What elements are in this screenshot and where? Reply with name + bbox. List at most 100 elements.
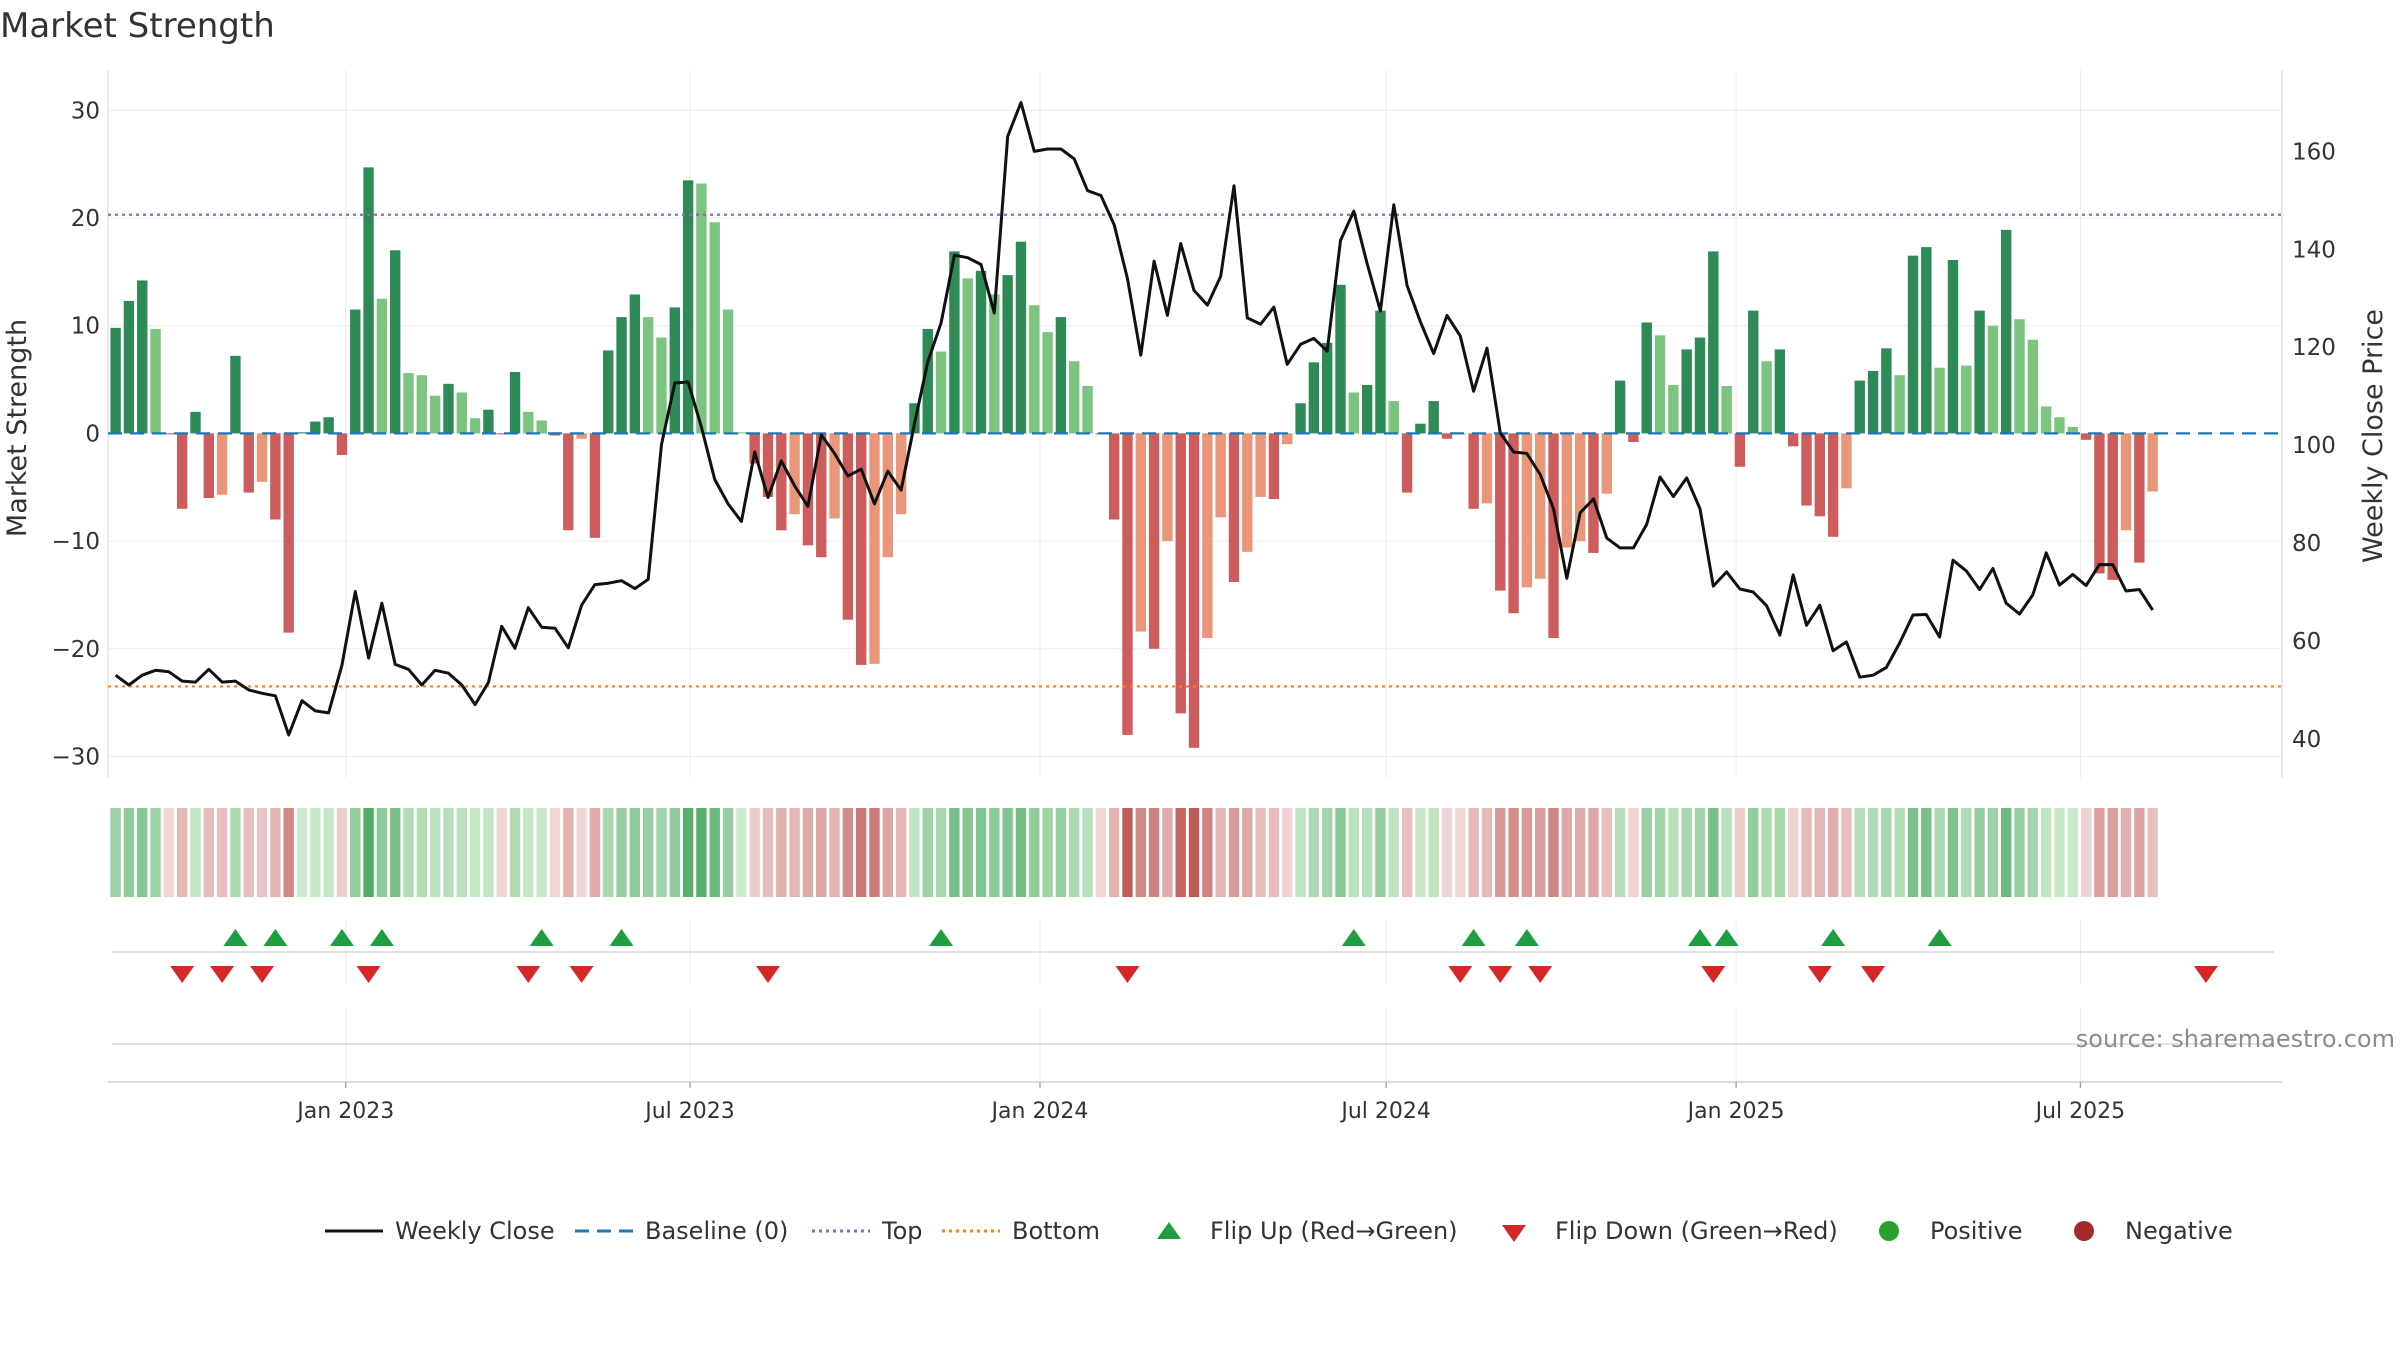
legend-item: Positive: [1879, 1217, 2023, 1245]
heatmap-cell: [256, 808, 268, 897]
strength-bar: [2080, 433, 2092, 440]
heatmap-cell: [1535, 808, 1546, 897]
heatmap-cell: [935, 808, 947, 897]
x-tick-label: Jan 2023: [295, 1099, 394, 1124]
strength-bar: [816, 433, 827, 558]
heatmap-cell: [2014, 808, 2025, 897]
x-tick-label: Jul 2025: [2034, 1099, 2126, 1124]
x-tick-label: Jul 2024: [1339, 1099, 1431, 1124]
heatmap-cell: [1228, 808, 1240, 897]
heatmap-cell: [1721, 808, 1732, 897]
heatmap-cell: [975, 808, 987, 897]
heatmap-cell: [483, 808, 494, 897]
heatmap-cell: [163, 808, 175, 897]
strength-bar: [1348, 392, 1360, 434]
heatmap-cell: [443, 808, 454, 897]
legend-swatch: [1879, 1221, 1899, 1241]
heatmap-cell: [1441, 808, 1453, 897]
heatmap-cell: [776, 808, 787, 897]
heatmap-cell: [895, 808, 907, 897]
strength-bar: [1841, 433, 1852, 489]
y-tick-label-left: −10: [51, 529, 100, 555]
heatmap-cell: [629, 808, 641, 897]
strength-bar: [243, 433, 254, 493]
heatmap-cell: [1814, 808, 1826, 897]
strength-bar: [2094, 433, 2105, 574]
heatmap-cell: [1508, 808, 1519, 897]
strength-bar: [1082, 386, 1093, 434]
heatmap-cell: [869, 808, 880, 897]
strength-bar: [1135, 433, 1146, 632]
strength-bar: [949, 251, 960, 434]
strength-heatmap: [110, 808, 2158, 897]
strength-bar: [1308, 362, 1320, 434]
heatmap-cell: [230, 808, 241, 897]
strength-bar: [1401, 433, 1413, 493]
heatmap-cell: [549, 808, 561, 897]
strength-bar: [1894, 375, 1905, 434]
flip-up-marker: [1927, 929, 1952, 946]
y-tick-label-right: 80: [2292, 531, 2321, 557]
heatmap-cell: [1827, 808, 1839, 897]
strength-bar: [1761, 361, 1772, 434]
heatmap-cell: [243, 808, 254, 897]
legend-swatch: [2074, 1221, 2094, 1241]
strength-bar: [190, 411, 201, 434]
heatmap-cell: [523, 808, 534, 897]
strength-bar: [1721, 386, 1732, 434]
heatmap-cell: [1708, 808, 1719, 897]
strength-bar: [256, 433, 268, 482]
heatmap-cell: [696, 808, 707, 897]
strength-bar: [1335, 284, 1346, 434]
legend-item: Flip Up (Red→Green): [1157, 1217, 1458, 1245]
heatmap-cell: [1069, 808, 1080, 897]
strength-bar: [509, 372, 521, 434]
strength-bar: [1295, 403, 1306, 434]
strength-bar: [563, 433, 574, 531]
flip-up-marker: [1341, 929, 1366, 946]
heatmap-cell: [403, 808, 414, 897]
heatmap-cell: [190, 808, 201, 897]
strength-bar: [1654, 335, 1666, 434]
heatmap-cell: [1082, 808, 1093, 897]
y-tick-label-right: 120: [2292, 335, 2336, 361]
strength-bar: [1029, 305, 1040, 434]
strength-bar: [1242, 433, 1253, 552]
heatmap-cell: [2067, 808, 2078, 897]
heatmap-cell: [1268, 808, 1280, 897]
heatmap-cell: [1774, 808, 1786, 897]
heatmap-cell: [296, 808, 308, 897]
heatmap-cell: [2134, 808, 2145, 897]
heatmap-cell: [576, 808, 587, 897]
heatmap-cell: [722, 808, 734, 897]
flip-down-marker: [356, 966, 381, 983]
strength-bar: [123, 300, 135, 434]
flip-down-marker: [2193, 966, 2218, 983]
strength-bar: [1175, 433, 1186, 714]
strength-bar: [1521, 433, 1533, 588]
heatmap-cell: [2001, 808, 2012, 897]
strength-bar: [1441, 433, 1453, 439]
heatmap-cell: [1628, 808, 1639, 897]
strength-bar: [1827, 433, 1839, 537]
strength-bar: [882, 433, 894, 558]
flip-markers: [170, 929, 2218, 983]
strength-bar: [390, 250, 401, 434]
heatmap-cell: [123, 808, 135, 897]
strength-bar: [975, 270, 987, 434]
flip-up-marker: [1714, 929, 1739, 946]
legend-item: Bottom: [942, 1217, 1100, 1245]
y-axis-right-title: Weekly Close Price: [2358, 309, 2389, 563]
strength-bar: [2014, 319, 2025, 434]
strength-bar: [137, 280, 148, 434]
heatmap-cell: [1095, 808, 1107, 897]
flip-down-marker: [250, 966, 275, 983]
heatmap-cell: [762, 808, 774, 897]
heatmap-cell: [1548, 808, 1559, 897]
heatmap-cell: [1854, 808, 1865, 897]
x-axis: Jan 2023 Jul 2023 Jan 2024 Jul 2024 Jan 2025…: [295, 1082, 2125, 1124]
heatmap-cell: [336, 808, 348, 897]
heatmap-cell: [270, 808, 281, 897]
strength-bar: [1881, 348, 1892, 434]
y-tick-label-left: 20: [71, 206, 100, 232]
